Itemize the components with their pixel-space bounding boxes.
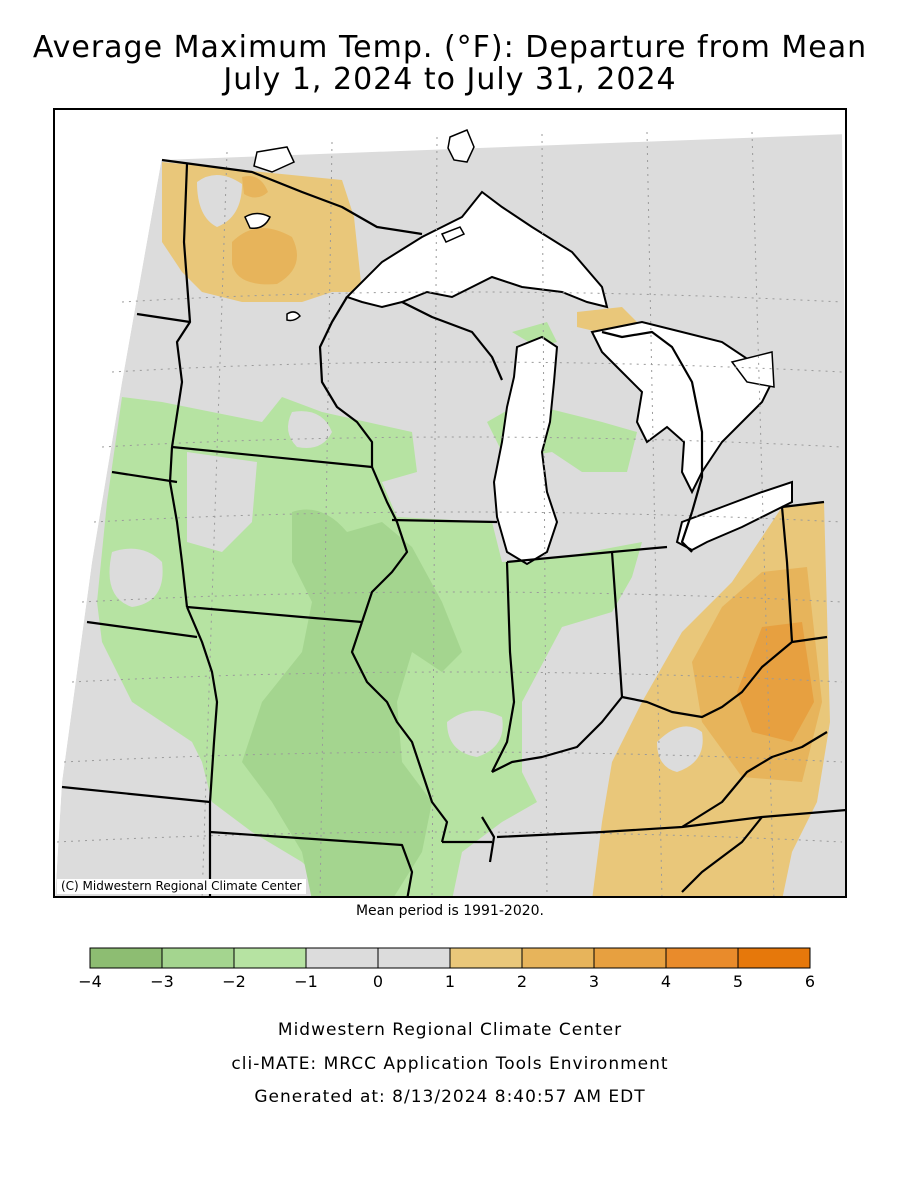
mn-sd-ia-border — [168, 446, 189, 608]
ks-ok-border — [61, 785, 211, 804]
canada-border — [161, 158, 423, 236]
legend-tick-label: −2 — [222, 972, 246, 991]
lake-michigan — [492, 335, 559, 566]
legend-tick-label: 2 — [517, 972, 527, 991]
legend-swatch — [521, 947, 595, 969]
graticule — [56, 131, 843, 896]
wi-il-border — [391, 518, 498, 524]
gray-hole-sd — [109, 548, 163, 607]
legend-swatch — [89, 947, 163, 969]
ia-mo-border — [186, 605, 363, 624]
map-date-range: July 1, 2024 to July 31, 2024 — [223, 62, 677, 97]
wi-mi-border — [401, 301, 504, 381]
copyright-label: (C) Midwestern Regional Climate Center — [57, 879, 306, 894]
warm-region-north-mn-core — [232, 228, 297, 285]
ia-wi-il-border — [360, 466, 409, 623]
warm-region-ohio-valley-core — [737, 622, 814, 742]
map-panel: (C) Midwestern Regional Climate Center — [53, 108, 847, 898]
tn-nc-border — [681, 816, 763, 893]
gray-hole-ne — [187, 452, 257, 552]
legend-tick-label: 5 — [733, 972, 743, 991]
nd-mn-border — [170, 163, 192, 448]
rainy-lake — [253, 146, 295, 173]
lake-nipigon — [447, 129, 475, 163]
outside-projection-top — [55, 110, 845, 160]
mi-ontario-border — [680, 511, 694, 553]
cool-region-medium — [242, 509, 462, 896]
oh-pa-border — [780, 506, 794, 643]
in-oh-border — [610, 551, 624, 698]
state-borders — [61, 158, 845, 896]
upper-red-lake — [286, 311, 301, 322]
ne-ks-border — [86, 620, 198, 639]
il-in-border — [491, 561, 516, 773]
lake-ontario-edge — [730, 351, 775, 388]
legend-swatch — [233, 947, 307, 969]
ky-va-wv-border — [681, 731, 828, 828]
gray-hole-ks — [62, 702, 202, 842]
legend-swatch — [449, 947, 523, 969]
ny-pa-border — [781, 500, 825, 509]
legend-swatch — [161, 947, 235, 969]
footer-generated-time: Generated at: 8/13/2024 8:40:57 AM EDT — [254, 1087, 646, 1107]
mean-period-note: Mean period is 1991-2020. — [355, 903, 545, 919]
lake-of-the-woods — [244, 212, 271, 230]
legend-swatch — [665, 947, 739, 969]
legend-tick-label: 3 — [589, 972, 599, 991]
footer-tool-name: cli-MATE: MRCC Application Tools Environ… — [231, 1054, 669, 1074]
mo-ar-border — [209, 830, 414, 896]
legend-swatch — [377, 947, 451, 969]
mo-tn-notch — [481, 816, 496, 863]
legend-tick-label: −4 — [78, 972, 102, 991]
mn-ia-border — [171, 445, 373, 469]
mi-in-oh-border — [506, 545, 668, 564]
color-legend: −4 −3 −2 −1 0 1 2 3 4 5 6 — [78, 947, 815, 991]
legend-tick-label: 4 — [661, 972, 671, 991]
sd-ne-border — [111, 470, 178, 484]
gray-hole-ky — [657, 726, 703, 772]
mn-wi-border — [318, 296, 374, 467]
nd-sd-border — [136, 312, 191, 324]
lake-superior — [345, 190, 609, 309]
gray-hole-in — [447, 710, 503, 757]
il-mo-river — [350, 621, 449, 843]
temperature-departure-map — [55, 110, 845, 896]
mi-peninsula-outline — [601, 330, 704, 513]
legend-swatch — [737, 947, 811, 969]
legend-tick-label: 1 — [445, 972, 455, 991]
legend-swatch — [305, 947, 379, 969]
footer-organization: Midwestern Regional Climate Center — [277, 1020, 623, 1040]
ne-ia-mo-border — [185, 606, 219, 803]
gray-hole-north-mn — [197, 174, 242, 227]
legend-tick-label: 6 — [805, 972, 815, 991]
legend-tick-label: 0 — [373, 972, 383, 991]
legend-tick-label: −1 — [294, 972, 318, 991]
legend-tick-label: −3 — [150, 972, 174, 991]
warm-spot-north-mn — [242, 176, 268, 198]
ohio-river — [491, 635, 828, 773]
map-title: Average Maximum Temp. (°F): Departure fr… — [32, 30, 868, 65]
isle-royale — [440, 226, 466, 243]
legend-swatch — [593, 947, 667, 969]
outside-projection — [55, 110, 162, 896]
